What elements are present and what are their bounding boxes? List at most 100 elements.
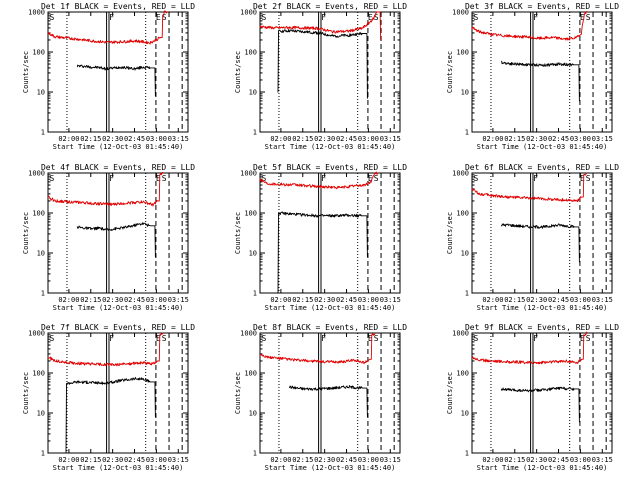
y-tick-label: 1000 bbox=[240, 330, 257, 338]
y-tick-label: 10 bbox=[37, 89, 45, 97]
y-tick-label: 10 bbox=[37, 250, 45, 258]
y-tick-label: 100 bbox=[244, 370, 257, 378]
x-axis-label: Start Time (12-Oct-03 01:45:40) bbox=[53, 304, 184, 312]
y-tick-label: 100 bbox=[32, 370, 45, 378]
series-line-events bbox=[500, 223, 580, 263]
marker-label-f: F bbox=[533, 174, 538, 183]
marker-label-e: E bbox=[156, 334, 161, 343]
y-axis-label: Counts/sec bbox=[22, 51, 30, 93]
marker-label-s: S bbox=[49, 334, 54, 343]
plot-frame bbox=[259, 332, 401, 454]
y-tick-label: 1 bbox=[41, 129, 45, 137]
plot-frame bbox=[47, 172, 189, 294]
series-line-events bbox=[500, 60, 580, 102]
plot-frame bbox=[259, 11, 401, 133]
series-line-lld bbox=[471, 11, 588, 41]
panel-1: Det 1f BLACK = Events, RED = LLD 1 10 100 10… bbox=[22, 2, 195, 151]
y-tick-label: 1000 bbox=[28, 170, 45, 178]
x-tick-label: 03:00 bbox=[146, 456, 167, 464]
marker-label-s: S bbox=[49, 174, 54, 183]
series-line-lld bbox=[259, 332, 376, 365]
x-axis-label: Start Time (12-Oct-03 01:45:40) bbox=[265, 304, 396, 312]
x-tick-label: 02:15 bbox=[504, 135, 525, 143]
x-tick-label: 02:45 bbox=[548, 456, 569, 464]
x-tick-label: 02:30 bbox=[102, 456, 123, 464]
x-tick-label: 02:15 bbox=[292, 135, 313, 143]
marker-label-f: F bbox=[109, 13, 114, 22]
panel-9: Det 9f BLACK = Events, RED = LLD 1 10 100 10… bbox=[446, 323, 619, 472]
x-tick-label: 02:45 bbox=[336, 296, 357, 304]
panel-title: Det 2f BLACK = Events, RED = LLD bbox=[253, 2, 407, 11]
panel-title: Det 9f BLACK = Events, RED = LLD bbox=[465, 323, 619, 332]
series-line-events bbox=[288, 385, 368, 418]
x-tick-label: 02:00 bbox=[482, 456, 503, 464]
x-tick-label: 02:30 bbox=[526, 296, 547, 304]
x-tick-label: 02:30 bbox=[102, 296, 123, 304]
y-axis-label: Counts/sec bbox=[22, 212, 30, 254]
y-tick-label: 1000 bbox=[240, 170, 257, 178]
plot-frame bbox=[47, 332, 189, 454]
x-tick-label: 02:00 bbox=[270, 135, 291, 143]
y-tick-label: 1000 bbox=[28, 330, 45, 338]
y-axis-label: Counts/sec bbox=[446, 372, 454, 414]
x-tick-label: 02:30 bbox=[526, 456, 547, 464]
panel-title: Det 4f BLACK = Events, RED = LLD bbox=[41, 163, 195, 172]
x-tick-label: 03:00 bbox=[358, 296, 379, 304]
x-tick-label: 02:15 bbox=[504, 296, 525, 304]
x-tick-label: 03:00 bbox=[146, 296, 167, 304]
y-tick-label: 1 bbox=[253, 129, 257, 137]
x-tick-label: 02:00 bbox=[58, 456, 79, 464]
plot-frame bbox=[471, 332, 613, 454]
x-tick-label: 03:00 bbox=[570, 296, 591, 304]
y-tick-label: 10 bbox=[249, 250, 257, 258]
x-tick-label: 03:15 bbox=[168, 135, 189, 143]
marker-label-e: E bbox=[156, 13, 161, 22]
marker-label-f: F bbox=[533, 13, 538, 22]
x-tick-label: 02:15 bbox=[292, 456, 313, 464]
x-tick-label: 03:15 bbox=[168, 296, 189, 304]
x-tick-label: 03:00 bbox=[570, 456, 591, 464]
panel-3: Det 3f BLACK = Events, RED = LLD 1 10 100 10… bbox=[446, 2, 619, 151]
x-tick-label: 03:15 bbox=[592, 135, 613, 143]
marker-label-f: F bbox=[109, 334, 114, 343]
plot-frame bbox=[259, 172, 401, 294]
panel-title: Det 3f BLACK = Events, RED = LLD bbox=[465, 2, 619, 11]
y-tick-label: 100 bbox=[456, 210, 469, 218]
x-tick-label: 03:00 bbox=[358, 456, 379, 464]
panel-7: Det 7f BLACK = Events, RED = LLD 1 10 100 10… bbox=[22, 323, 195, 472]
marker-label-s: S bbox=[586, 334, 591, 343]
series-line-lld bbox=[47, 10, 168, 45]
plot-frame bbox=[471, 11, 613, 133]
panel-8: Det 8f BLACK = Events, RED = LLD 1 10 100 10… bbox=[234, 323, 407, 472]
marker-label-s: S bbox=[162, 13, 167, 22]
x-axis-label: Start Time (12-Oct-03 01:45:40) bbox=[477, 143, 608, 151]
series-line-lld bbox=[259, 171, 379, 190]
series-line-events bbox=[76, 222, 156, 258]
x-axis-label: Start Time (12-Oct-03 01:45:40) bbox=[53, 143, 184, 151]
x-tick-label: 02:15 bbox=[292, 296, 313, 304]
x-tick-label: 02:00 bbox=[482, 135, 503, 143]
marker-label-e: E bbox=[368, 174, 373, 183]
marker-label-s: S bbox=[473, 334, 478, 343]
series-line-events bbox=[277, 211, 368, 294]
marker-label-s: S bbox=[261, 174, 266, 183]
marker-label-s: S bbox=[261, 13, 266, 22]
x-tick-label: 02:45 bbox=[124, 296, 145, 304]
x-tick-label: 02:00 bbox=[270, 296, 291, 304]
marker-label-s: S bbox=[374, 13, 379, 22]
y-tick-label: 10 bbox=[249, 89, 257, 97]
x-tick-label: 02:00 bbox=[58, 296, 79, 304]
panel-title: Det 5f BLACK = Events, RED = LLD bbox=[253, 163, 407, 172]
x-tick-label: 03:15 bbox=[168, 456, 189, 464]
y-tick-label: 1 bbox=[465, 450, 469, 458]
marker-label-s: S bbox=[162, 174, 167, 183]
y-tick-label: 1 bbox=[253, 450, 257, 458]
x-tick-label: 03:00 bbox=[358, 135, 379, 143]
x-tick-label: 02:30 bbox=[314, 135, 335, 143]
series-line-events bbox=[277, 29, 368, 99]
x-tick-label: 02:30 bbox=[314, 296, 335, 304]
series-line-lld bbox=[471, 331, 588, 365]
series-line-lld bbox=[259, 11, 382, 41]
panel-4: Det 4f BLACK = Events, RED = LLD 1 10 100 10… bbox=[22, 163, 195, 312]
panel-title: Det 7f BLACK = Events, RED = LLD bbox=[41, 323, 195, 332]
